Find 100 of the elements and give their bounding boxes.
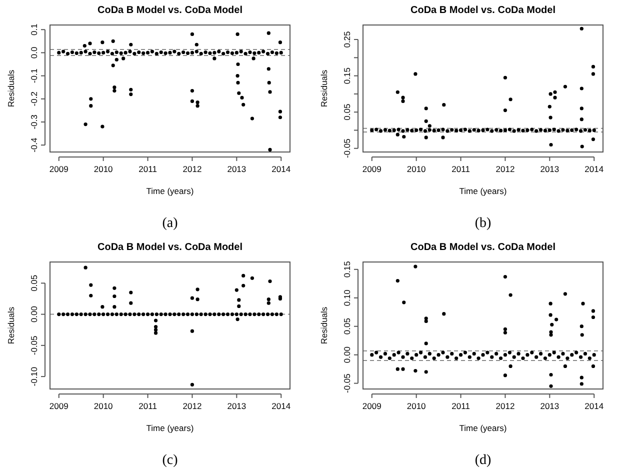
point	[552, 128, 556, 132]
x-axis-title: Time (years)	[459, 423, 507, 433]
point	[237, 298, 241, 302]
point	[242, 284, 246, 288]
point	[150, 312, 154, 316]
point	[252, 312, 256, 316]
point	[79, 50, 83, 55]
point	[142, 312, 146, 316]
point	[583, 128, 588, 132]
point	[498, 128, 503, 132]
point	[154, 331, 158, 335]
point	[204, 312, 208, 316]
point	[424, 136, 428, 140]
point	[132, 52, 136, 56]
y-axis-title: Residuals	[6, 70, 16, 108]
y-tick-label: 0.10	[342, 289, 352, 306]
point	[196, 100, 200, 104]
point	[472, 352, 476, 356]
point	[401, 367, 405, 371]
x-tick-label: 2010	[406, 164, 426, 174]
point	[580, 86, 584, 90]
point	[543, 356, 548, 360]
point	[217, 50, 221, 54]
point	[242, 102, 246, 106]
text: (a)	[162, 216, 178, 231]
point	[190, 296, 194, 300]
point	[549, 372, 553, 377]
point	[566, 128, 570, 132]
point	[458, 353, 463, 357]
point	[236, 80, 240, 85]
point	[106, 50, 110, 54]
y-axis-title: Residuals	[319, 70, 329, 108]
point	[212, 312, 216, 316]
point	[124, 50, 128, 55]
point	[534, 129, 538, 133]
point	[512, 129, 516, 133]
point	[97, 312, 101, 316]
y-tick-label: -0.4	[29, 137, 39, 152]
point	[401, 355, 405, 359]
point	[234, 288, 238, 292]
point	[508, 98, 512, 102]
point	[503, 374, 508, 378]
point	[128, 50, 132, 54]
point	[182, 312, 186, 316]
point	[503, 330, 508, 334]
y-tick-label: -0.05	[342, 138, 352, 158]
x-tick-label: 2010	[406, 401, 426, 411]
point	[57, 312, 61, 316]
point	[388, 356, 392, 360]
point	[194, 312, 198, 316]
point	[236, 62, 240, 66]
x-tick-label: 2014	[272, 164, 291, 174]
point	[374, 128, 378, 132]
point	[578, 355, 583, 359]
y-tick-label: 0.1	[29, 23, 39, 36]
point	[159, 50, 163, 54]
point	[204, 50, 208, 54]
point	[552, 350, 556, 354]
point	[476, 356, 480, 360]
point	[442, 103, 446, 107]
point	[549, 142, 553, 147]
point	[578, 129, 583, 133]
point	[402, 134, 406, 139]
point	[190, 382, 194, 386]
point	[556, 129, 560, 133]
point	[543, 128, 548, 132]
point	[580, 382, 584, 386]
point	[490, 129, 494, 133]
chart-title: CoDa B Model vs. CoDa Model	[410, 242, 556, 253]
point	[548, 302, 552, 306]
point	[226, 312, 230, 316]
point	[239, 50, 243, 54]
point	[498, 356, 503, 360]
point	[592, 353, 596, 357]
point	[268, 148, 272, 152]
point	[580, 324, 584, 328]
y-tick-label: 0.00	[342, 346, 352, 364]
point	[503, 327, 508, 331]
point	[476, 128, 480, 132]
point	[468, 129, 472, 133]
point	[112, 294, 116, 298]
point	[428, 124, 432, 128]
point	[512, 355, 516, 359]
point	[154, 52, 158, 56]
point	[266, 67, 270, 71]
point	[450, 128, 454, 132]
point	[266, 31, 270, 35]
point	[591, 364, 596, 368]
point	[580, 106, 584, 110]
point	[112, 286, 116, 290]
point	[240, 96, 244, 100]
point	[88, 52, 92, 56]
point	[137, 50, 141, 54]
point	[370, 353, 374, 357]
x-tick-label: 2011	[138, 164, 158, 174]
point	[70, 312, 74, 316]
point	[248, 312, 252, 316]
x-tick-label: 2012	[182, 164, 202, 174]
point	[222, 52, 226, 56]
point	[270, 50, 274, 54]
